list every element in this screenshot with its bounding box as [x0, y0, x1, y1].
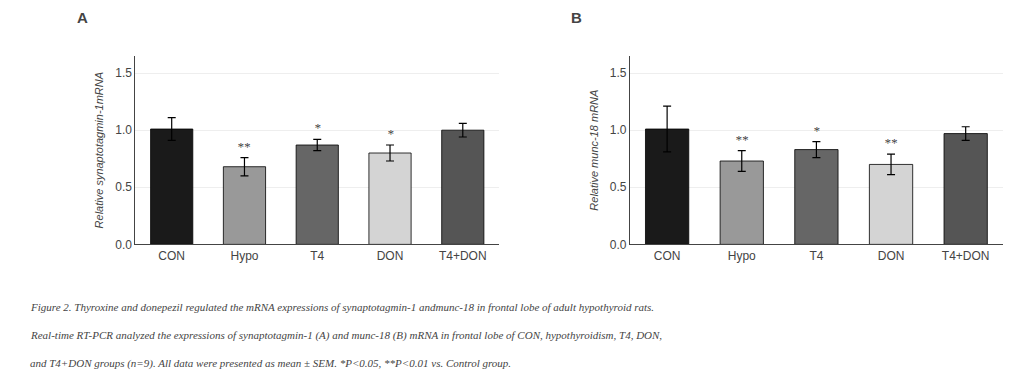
svg-text:**: **	[735, 132, 749, 147]
svg-text:0.5: 0.5	[610, 180, 627, 194]
svg-text:1.5: 1.5	[115, 66, 132, 80]
svg-text:A: A	[77, 9, 88, 26]
svg-text:B: B	[571, 9, 582, 26]
svg-text:Hypo: Hypo	[230, 249, 258, 263]
svg-text:**: **	[237, 139, 251, 154]
svg-text:Relative munc-18 mRNA: Relative munc-18 mRNA	[588, 90, 600, 211]
svg-text:1.0: 1.0	[115, 123, 132, 137]
svg-text:T4+DON: T4+DON	[439, 249, 487, 263]
svg-text:DON: DON	[377, 249, 404, 263]
svg-text:1.0: 1.0	[610, 123, 627, 137]
svg-text:0.0: 0.0	[115, 238, 132, 252]
svg-text:**: **	[884, 135, 898, 150]
svg-text:and T4+DON groups (n=9). All d: and T4+DON groups (n=9). All data were p…	[30, 357, 511, 370]
svg-text:0.0: 0.0	[610, 238, 627, 252]
svg-text:1.5: 1.5	[610, 66, 627, 80]
svg-text:Figure 2. Thyroxine and donepe: Figure 2. Thyroxine and donepezil regula…	[30, 301, 654, 313]
svg-text:Relative synaptotagmin-1mRNA: Relative synaptotagmin-1mRNA	[93, 72, 105, 229]
svg-text:0.5: 0.5	[115, 180, 132, 194]
svg-text:CON: CON	[654, 249, 681, 263]
svg-text:T4: T4	[809, 249, 823, 263]
svg-text:Hypo: Hypo	[728, 249, 756, 263]
svg-text:T4: T4	[310, 249, 324, 263]
svg-text:DON: DON	[878, 249, 905, 263]
svg-text:CON: CON	[158, 249, 185, 263]
svg-text:T4+DON: T4+DON	[942, 249, 990, 263]
svg-text:*: *	[813, 123, 820, 138]
svg-text:*: *	[314, 120, 321, 135]
svg-text:Real-time RT-PCR analyzed the: Real-time RT-PCR analyzed the expression…	[30, 329, 662, 342]
svg-text:*: *	[387, 126, 394, 141]
